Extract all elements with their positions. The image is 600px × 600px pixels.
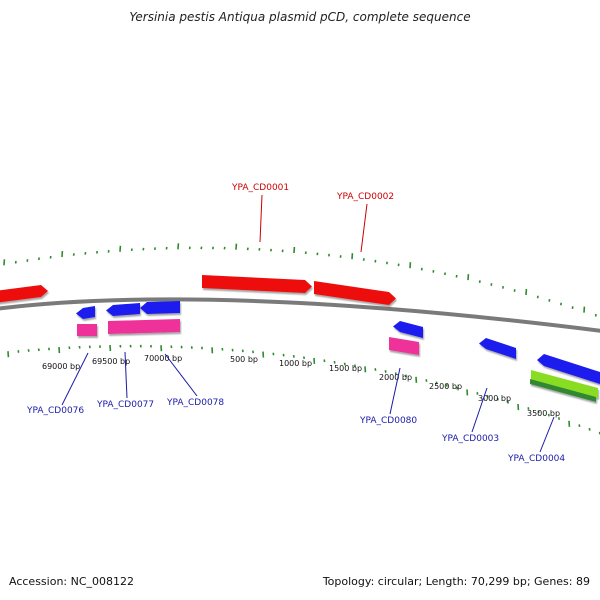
reverse-gene-arrow bbox=[537, 354, 600, 384]
reverse-gene-arrow bbox=[393, 321, 423, 338]
leader-line bbox=[259, 194, 263, 243]
bp-label: 69500 bp bbox=[92, 357, 130, 366]
gene-labels: YPA_CD0001 YPA_CD0002 YPA_CD0076 YPA_CD0077… bbox=[26, 183, 565, 464]
bp-label: 500 bp bbox=[230, 355, 258, 364]
reverse-gene-label: YPA_CD0004 bbox=[507, 454, 565, 464]
pink-feature bbox=[389, 337, 419, 355]
forward-gene-arrow bbox=[314, 281, 396, 305]
bp-label: 3500 bp bbox=[527, 409, 560, 418]
reverse-gene-label: YPA_CD0076 bbox=[26, 406, 84, 416]
pink-feature bbox=[108, 319, 180, 334]
bp-label: 1000 bp bbox=[279, 359, 312, 368]
bp-label: 70000 bp bbox=[144, 354, 182, 363]
leader-line bbox=[164, 353, 198, 397]
reverse-gene-arrow bbox=[106, 303, 140, 316]
accession-text: Accession: NC_008122 bbox=[9, 575, 135, 588]
plasmid-backbone bbox=[0, 297, 600, 333]
reverse-gene-label: YPA_CD0077 bbox=[96, 400, 154, 410]
reverse-gene-label: YPA_CD0003 bbox=[441, 434, 499, 444]
reverse-gene-label: YPA_CD0078 bbox=[166, 398, 224, 408]
bp-label: 1500 bp bbox=[329, 364, 362, 373]
summary-text: Topology: circular; Length: 70,299 bp; G… bbox=[322, 575, 590, 588]
inner-tick-ring bbox=[7, 344, 600, 435]
green-feature bbox=[531, 370, 598, 398]
leader-line bbox=[471, 387, 488, 433]
bp-position-labels: 69000 bp 69500 bp 70000 bp 500 bp 1000 bp 150… bbox=[42, 354, 560, 418]
reverse-gene-arrow bbox=[76, 306, 95, 319]
leader-line bbox=[389, 367, 401, 415]
reverse-gene-arrow bbox=[479, 338, 516, 359]
bp-label: 69000 bp bbox=[42, 362, 80, 371]
pink-feature bbox=[77, 324, 97, 336]
gene-features bbox=[0, 275, 600, 402]
outer-tick-ring bbox=[3, 243, 597, 317]
leader-line bbox=[124, 351, 128, 399]
forward-gene-arrow bbox=[202, 275, 312, 293]
forward-gene-arrow bbox=[0, 285, 48, 303]
bp-label: 3000 bp bbox=[478, 394, 511, 403]
map-title: Yersinia pestis Antiqua plasmid pCD, com… bbox=[129, 10, 471, 24]
green-feature-edge bbox=[530, 379, 596, 402]
bp-label: 2500 bp bbox=[429, 382, 462, 391]
leader-line bbox=[539, 416, 555, 453]
reverse-gene-label: YPA_CD0080 bbox=[359, 416, 417, 426]
forward-gene-label: YPA_CD0002 bbox=[336, 192, 394, 202]
forward-gene-label: YPA_CD0001 bbox=[231, 183, 289, 193]
leader-line bbox=[61, 352, 89, 406]
bp-label: 2000 bp bbox=[379, 373, 412, 382]
reverse-gene-arrow bbox=[140, 301, 180, 314]
leader-line bbox=[360, 203, 368, 253]
